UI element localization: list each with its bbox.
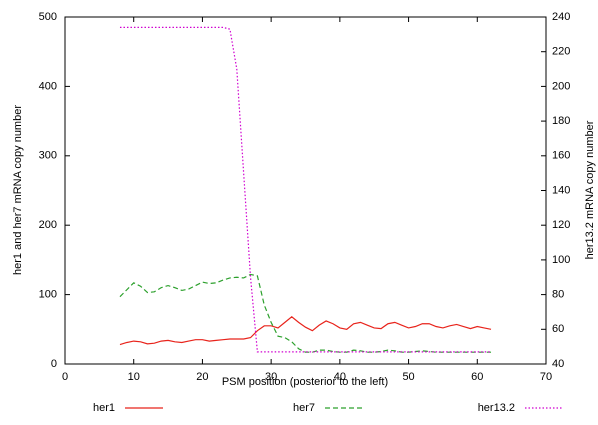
y2-tick-label: 100 bbox=[552, 254, 570, 266]
y2-tick-label: 60 bbox=[552, 323, 564, 335]
y2-tick-label: 200 bbox=[552, 80, 570, 92]
x-tick-label: 20 bbox=[196, 371, 208, 383]
y2-tick-label: 240 bbox=[552, 11, 570, 23]
legend-label: her7 bbox=[293, 402, 315, 414]
y2-tick-label: 220 bbox=[552, 46, 570, 58]
y-tick-label: 400 bbox=[39, 80, 57, 92]
y-tick-label: 500 bbox=[39, 11, 57, 23]
legend-label: her13.2 bbox=[478, 402, 515, 414]
y2-axis-label: her13.2 mRNA copy number bbox=[584, 120, 596, 259]
y-tick-label: 200 bbox=[39, 219, 57, 231]
y2-tick-label: 40 bbox=[552, 358, 564, 370]
x-tick-label: 0 bbox=[62, 371, 68, 383]
y2-tick-label: 160 bbox=[552, 150, 570, 162]
x-tick-label: 60 bbox=[471, 371, 483, 383]
plot-border bbox=[64, 16, 547, 365]
legend-label: her1 bbox=[93, 402, 115, 414]
x-tick-label: 70 bbox=[540, 371, 552, 383]
series-line bbox=[119, 26, 492, 353]
x-tick-label: 50 bbox=[402, 371, 414, 383]
x-tick-label: 10 bbox=[128, 371, 140, 383]
y2-tick-label: 140 bbox=[552, 184, 570, 196]
x-tick-label: 30 bbox=[265, 371, 277, 383]
y-tick-label: 100 bbox=[39, 289, 57, 301]
y2-tick-label: 80 bbox=[552, 289, 564, 301]
y-axis-label: her1 and her7 mRNA copy number bbox=[12, 105, 24, 275]
y2-tick-label: 180 bbox=[552, 115, 570, 127]
x-tick-label: 40 bbox=[334, 371, 346, 383]
y2-tick-label: 120 bbox=[552, 219, 570, 231]
y-tick-label: 300 bbox=[39, 150, 57, 162]
series-line bbox=[119, 273, 492, 353]
y-tick-label: 0 bbox=[51, 358, 57, 370]
x-axis-label: PSM position (posterior to the left) bbox=[222, 376, 388, 388]
series-line bbox=[119, 316, 492, 346]
